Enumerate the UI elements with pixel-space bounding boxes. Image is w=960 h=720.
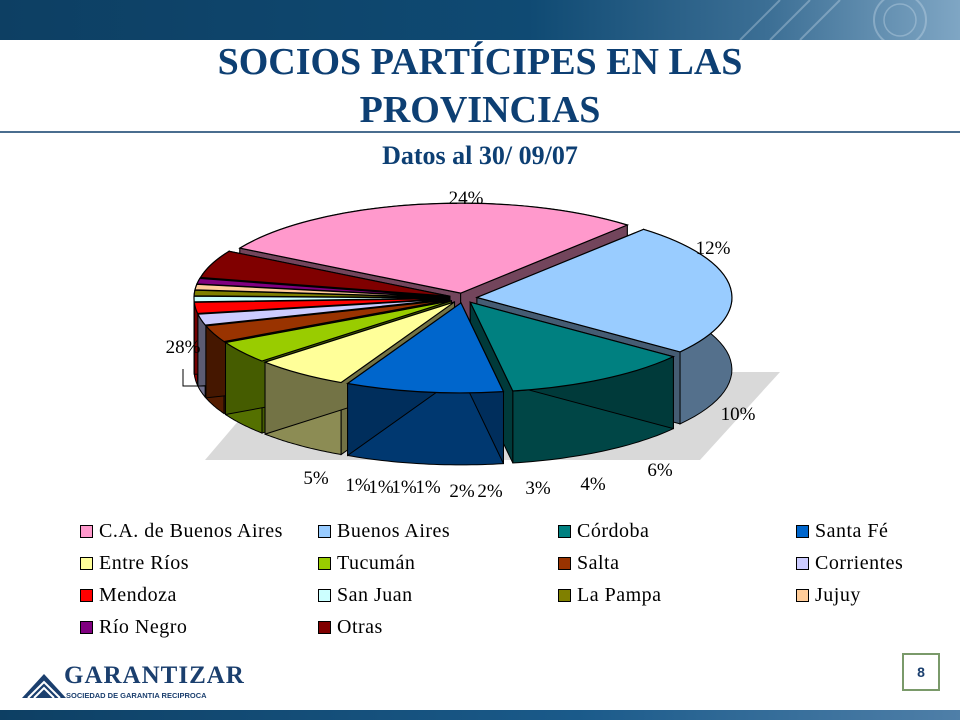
pie-slice-5 <box>223 300 452 362</box>
legend-item: Jujuy <box>796 581 861 609</box>
legend-swatch <box>796 588 809 602</box>
pie-label-9: 1% <box>415 477 441 498</box>
garantizar-logo: GARANTIZAR SOCIEDAD DE GARANTIA RECIPROC… <box>22 662 282 706</box>
page-subtitle: Datos al 30/ 09/07 <box>382 141 578 170</box>
legend-label: La Pampa <box>577 583 662 606</box>
legend-swatch <box>558 524 571 538</box>
legend-item: Entre Ríos <box>80 549 189 577</box>
page-title-line-2: PROVINCIAS <box>359 89 601 131</box>
legend-item: La Pampa <box>558 581 662 609</box>
pie-slice-12 <box>196 277 450 298</box>
banner-pattern-icon <box>739 0 927 40</box>
legend-swatch <box>558 556 571 570</box>
legend-label: Santa Fé <box>815 519 889 542</box>
legend-label: Otras <box>337 615 383 638</box>
pie-slice-4 <box>263 301 455 384</box>
pie-label-3: 10% <box>721 404 756 425</box>
pie-slice-1 <box>475 228 733 353</box>
pie-label-0: 28% <box>166 337 201 358</box>
pie-labels: 28%24%12%10%6%4%3%2%2%1%1%1%1%5% <box>166 188 756 502</box>
logo-tagline: SOCIEDAD DE GARANTIA RECIPROCA <box>66 691 207 700</box>
legend-swatch <box>318 524 331 538</box>
legend-swatch <box>558 588 571 602</box>
legend-label: San Juan <box>337 583 413 606</box>
pie-label-8: 2% <box>449 481 475 502</box>
page-title-line-1: SOCIOS PARTÍCIPES EN LAS <box>217 41 743 83</box>
legend-label: Tucumán <box>337 551 416 574</box>
pie-label-11: 1% <box>368 477 394 498</box>
legend-label: Corrientes <box>815 551 904 574</box>
legend-swatch <box>318 620 331 634</box>
page-number: 8 <box>902 653 940 691</box>
pie-slice-3 <box>346 301 505 394</box>
legend-item: Buenos Aires <box>318 517 450 545</box>
pie-slice-0 <box>238 202 630 294</box>
pie-label-6: 3% <box>525 478 551 499</box>
pie-label-4: 6% <box>647 460 673 481</box>
pie-label-13: 5% <box>303 468 329 489</box>
legend-item: Río Negro <box>80 613 187 641</box>
legend-swatch <box>318 556 331 570</box>
legend-item: Mendoza <box>80 581 177 609</box>
legend-item: Tucumán <box>318 549 415 577</box>
legend-swatch <box>80 620 93 634</box>
legend-label: Córdoba <box>577 519 650 542</box>
pie-label-5: 4% <box>580 474 606 495</box>
legend-label: Río Negro <box>99 615 188 638</box>
pie-chart: 28%24%12%10%6%4%3%2%2%1%1%1%1%5% <box>166 188 780 502</box>
pie-slice-13 <box>199 250 451 297</box>
pie-tops <box>193 202 733 394</box>
pie-slice-7 <box>197 298 450 326</box>
legend-item: Córdoba <box>558 517 649 545</box>
legend-item: Otras <box>318 613 383 641</box>
pie-leaders <box>182 369 205 387</box>
legend-label: Salta <box>577 551 620 574</box>
bottom-banner <box>0 710 960 720</box>
pie-slice-6 <box>204 299 451 343</box>
legend-label: Entre Ríos <box>99 551 189 574</box>
legend-item: Santa Fé <box>796 517 888 545</box>
pie-label-1: 24% <box>449 188 484 209</box>
logo-name: GARANTIZAR <box>64 662 245 689</box>
pie-leader-line <box>182 369 205 387</box>
legend-item: San Juan <box>318 581 413 609</box>
pie-label-12: 1% <box>345 475 371 496</box>
legend-swatch <box>80 556 93 570</box>
legend-item: Corrientes <box>796 549 903 577</box>
pie-label-2: 12% <box>696 238 731 259</box>
legend-swatch <box>796 524 809 538</box>
chart-legend: C.A. de Buenos Aires Buenos Aires Córdoba S… <box>80 517 940 647</box>
legend-label: Jujuy <box>815 583 861 606</box>
legend-swatch <box>80 588 93 602</box>
legend-swatch <box>318 588 331 602</box>
pie-label-10: 1% <box>391 477 417 498</box>
legend-label: Buenos Aires <box>337 519 451 542</box>
legend-swatch <box>80 524 93 538</box>
pie-slice-2 <box>469 301 676 392</box>
top-banner <box>0 0 960 40</box>
pie-label-7: 2% <box>477 481 503 502</box>
legend-swatch <box>796 556 809 570</box>
logo-mountain-icon <box>22 674 66 699</box>
title-divider <box>0 131 960 133</box>
legend-item: C.A. de Buenos Aires <box>80 517 283 545</box>
legend-label: C.A. de Buenos Aires <box>99 519 283 542</box>
legend-item: Salta <box>558 549 620 577</box>
legend-label: Mendoza <box>99 583 177 606</box>
